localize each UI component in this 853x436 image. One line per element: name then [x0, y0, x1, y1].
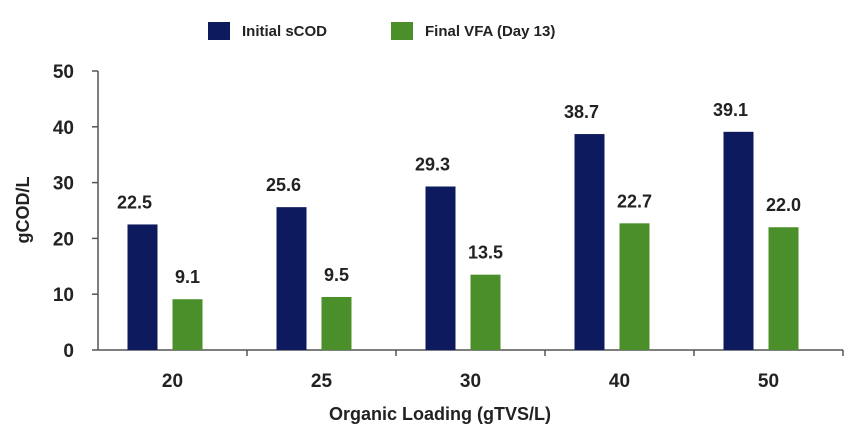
data-label: 38.7: [564, 102, 599, 122]
y-tick-label: 50: [53, 62, 74, 83]
data-label: 22.7: [617, 191, 652, 211]
data-label: 29.3: [415, 155, 450, 175]
bar-final-vfa: [470, 274, 501, 350]
data-label: 39.1: [713, 100, 748, 120]
y-tick-label: 30: [53, 174, 74, 195]
chart-bars: [127, 131, 799, 350]
legend-swatch-final-vfa: [391, 22, 414, 40]
x-axis-title: Organic Loading (gTVS/L): [329, 404, 551, 424]
x-tick-label: 40: [609, 371, 630, 392]
bar-final-vfa: [321, 296, 352, 350]
data-label: 9.1: [175, 267, 200, 287]
y-axis-title: gCOD/L: [13, 177, 33, 244]
bar-initial-scod: [276, 207, 307, 350]
y-tick-label: 20: [53, 229, 74, 250]
data-label: 13.5: [468, 243, 503, 263]
x-tick-label: 25: [311, 371, 333, 392]
bar-initial-scod: [425, 186, 456, 350]
bar-initial-scod: [127, 224, 158, 350]
legend-item-final-vfa: Final VFA (Day 13): [391, 22, 555, 40]
chart-legend: Initial sCOD Final VFA (Day 13): [208, 22, 619, 40]
x-tick-label: 30: [460, 371, 481, 392]
chart-data-labels: 22.5 9.1 25.6 9.5 29.3 13.5 38.7 22.7 39.1 22.0: [117, 100, 801, 287]
y-tick-label: 10: [53, 285, 74, 306]
bar-final-vfa: [172, 299, 203, 350]
y-tick-label: 0: [63, 341, 74, 362]
bar-initial-scod: [723, 131, 754, 350]
data-label: 25.6: [266, 175, 301, 195]
legend-swatch-initial-scod: [208, 22, 230, 40]
data-label: 22.5: [117, 192, 152, 212]
bar-final-vfa: [768, 227, 799, 350]
x-tick-label: 20: [162, 371, 183, 392]
y-tick-label: 40: [53, 118, 74, 139]
data-label: 9.5: [324, 265, 349, 285]
chart-axes: 0 10 20 30 40 50 20 25 30 40 50: [53, 62, 844, 392]
legend-label-final-vfa: Final VFA (Day 13): [425, 22, 556, 40]
legend-label-initial-scod: Initial sCOD: [242, 22, 328, 40]
data-label: 22.0: [766, 195, 801, 215]
x-tick-label: 50: [758, 371, 779, 392]
bar-initial-scod: [574, 134, 605, 350]
bar-final-vfa: [619, 223, 650, 350]
legend-item-initial-scod: Initial sCOD: [208, 22, 327, 40]
